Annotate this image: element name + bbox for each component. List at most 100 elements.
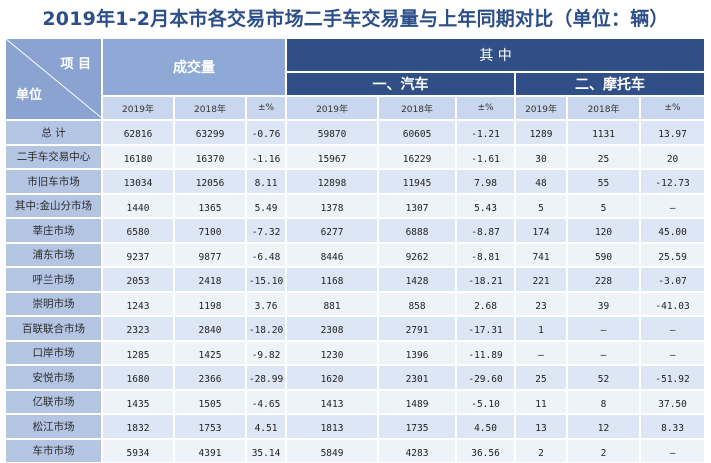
table-cell: -0.76 xyxy=(246,120,286,145)
cell-value: 11945 xyxy=(379,173,455,189)
cell-value: 2366 xyxy=(175,369,245,385)
table-cell: 1440 xyxy=(102,194,174,219)
cell-value: 2.68 xyxy=(457,296,514,312)
row-unit-name: 其中:金山分市场 xyxy=(5,194,102,219)
cell-value: 1 xyxy=(516,320,566,336)
cell-value: 1307 xyxy=(379,198,455,214)
table-cell: – xyxy=(567,341,640,366)
table-cell: 1307 xyxy=(378,194,456,219)
table-cell: 2301 xyxy=(378,365,456,390)
cell-value: 1425 xyxy=(175,345,245,361)
table-cell: 13034 xyxy=(102,169,174,194)
cell-value: 6888 xyxy=(379,222,455,238)
table-cell: 1168 xyxy=(286,267,378,292)
table-cell: 1378 xyxy=(286,194,378,219)
cell-value: 4.50 xyxy=(457,418,514,434)
cell-value: 12898 xyxy=(287,173,377,189)
row-unit-name: 浦东市场 xyxy=(5,243,102,268)
table-cell: 6888 xyxy=(378,218,456,243)
cell-value: 8446 xyxy=(287,247,377,263)
diagonal-divider xyxy=(6,39,102,119)
cell-value: 1230 xyxy=(287,345,377,361)
cell-value: -29.60 xyxy=(457,369,514,385)
cell-value: 13034 xyxy=(103,173,173,189)
cell-value: – xyxy=(641,320,704,336)
table-cell: 12898 xyxy=(286,169,378,194)
cell-value: 741 xyxy=(516,247,566,263)
trade-volume-table: 项 目 单位 成交量 其 中 一、汽车 二、摩托车 2019年 2018年 ±%… xyxy=(5,38,705,463)
cell-value: -4.65 xyxy=(247,394,285,410)
subheader-car-2018: 2018年 xyxy=(378,96,456,120)
cell-value: -18.21 xyxy=(457,271,514,287)
cell-value: 7100 xyxy=(175,222,245,238)
table-cell: -1.21 xyxy=(456,120,515,145)
table-cell: 37.50 xyxy=(640,390,705,415)
cell-value: 1413 xyxy=(287,394,377,410)
corner-unit-label: 单位 xyxy=(16,84,42,103)
cell-value: 63299 xyxy=(175,124,245,140)
subheader-moto-2018: 2018年 xyxy=(567,96,640,120)
cell-value: 5.43 xyxy=(457,198,514,214)
row-unit-name: 崇明市场 xyxy=(5,292,102,317)
cell-value: – xyxy=(516,345,566,361)
cell-value: 8.33 xyxy=(641,418,704,434)
table-cell: 5 xyxy=(515,194,567,219)
cell-value: 1289 xyxy=(516,124,566,140)
cell-value: 1428 xyxy=(379,271,455,287)
table-cell: 45.00 xyxy=(640,218,705,243)
table-cell: -28.99 xyxy=(246,365,286,390)
moto-group-header: 二、摩托车 xyxy=(515,72,705,96)
table-cell: -1.61 xyxy=(456,145,515,170)
cell-value: 23 xyxy=(516,296,566,312)
cell-value: 6580 xyxy=(103,222,173,238)
corner-header: 项 目 单位 xyxy=(5,38,102,120)
cell-value: 8.11 xyxy=(247,173,285,189)
table-cell: -6.48 xyxy=(246,243,286,268)
table-cell: 881 xyxy=(286,292,378,317)
table-cell: 174 xyxy=(515,218,567,243)
cell-value: -8.87 xyxy=(457,222,514,238)
table-cell: 25.59 xyxy=(640,243,705,268)
table-cell: 39 xyxy=(567,292,640,317)
cell-value: -0.76 xyxy=(247,124,285,140)
cell-value: 62816 xyxy=(103,124,173,140)
table-cell: 2323 xyxy=(102,316,174,341)
table-cell: 5.49 xyxy=(246,194,286,219)
cell-value: 9877 xyxy=(175,247,245,263)
table-cell: 8446 xyxy=(286,243,378,268)
cell-value: – xyxy=(641,198,704,214)
table-cell: – xyxy=(640,341,705,366)
cell-value: 39 xyxy=(568,296,639,312)
row-unit-name: 市旧车市场 xyxy=(5,169,102,194)
table-cell: 7.98 xyxy=(456,169,515,194)
cell-value: 52 xyxy=(568,369,639,385)
table-cell: 4.50 xyxy=(456,414,515,439)
cell-value: 8 xyxy=(568,394,639,410)
table-cell: 1230 xyxy=(286,341,378,366)
table-cell: 1435 xyxy=(102,390,174,415)
cell-value: -1.16 xyxy=(247,149,285,165)
cell-value: -41.03 xyxy=(641,296,704,312)
table-cell: -8.81 xyxy=(456,243,515,268)
cell-value: 5 xyxy=(516,198,566,214)
table-cell: – xyxy=(567,316,640,341)
table-cell: 8 xyxy=(567,390,640,415)
table-cell: 1832 xyxy=(102,414,174,439)
cell-value: 25 xyxy=(568,149,639,165)
table-cell: 1813 xyxy=(286,414,378,439)
cell-value: 2308 xyxy=(287,320,377,336)
table-cell: 228 xyxy=(567,267,640,292)
cell-value: 25.59 xyxy=(641,247,704,263)
cell-value: 5.49 xyxy=(247,198,285,214)
table-cell: – xyxy=(640,194,705,219)
among-header: 其 中 xyxy=(286,38,705,72)
table-cell: 1289 xyxy=(515,120,567,145)
table-cell: 2053 xyxy=(102,267,174,292)
cell-value: 221 xyxy=(516,271,566,287)
